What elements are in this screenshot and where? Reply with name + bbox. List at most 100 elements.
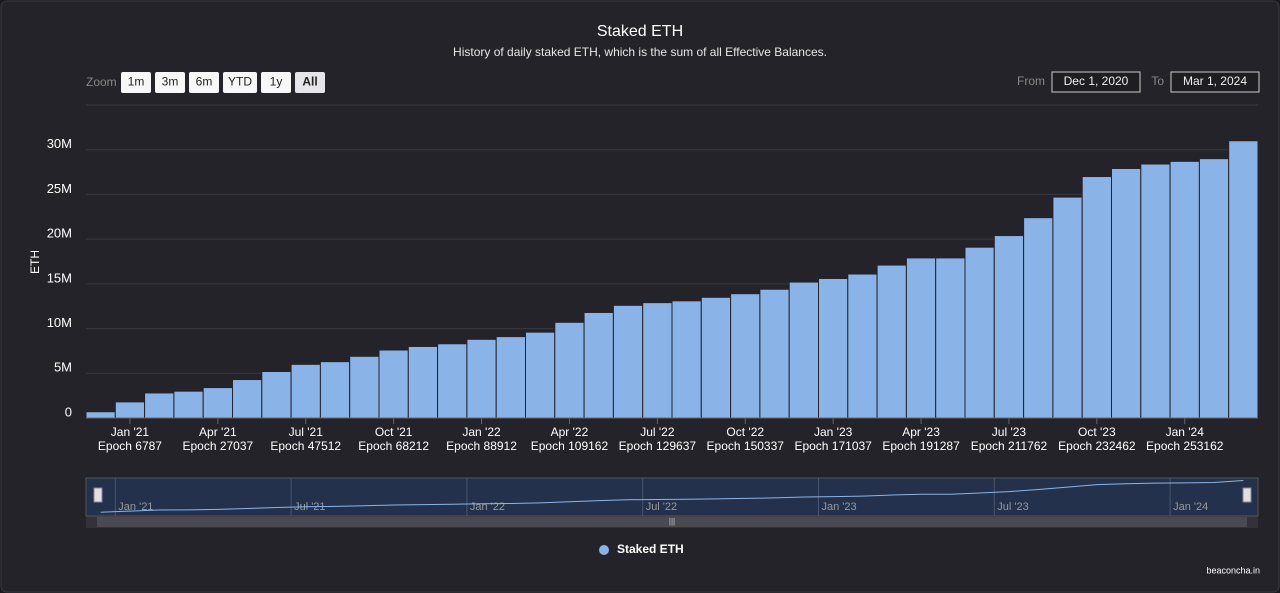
bar bbox=[437, 343, 468, 419]
bar bbox=[1052, 196, 1083, 419]
navigator-line bbox=[100, 479, 1244, 513]
bar bbox=[642, 302, 673, 419]
y-tick-label: 30M bbox=[47, 136, 72, 151]
zoom-button-label[interactable]: 3m bbox=[162, 75, 179, 89]
zoom-button-label[interactable]: 6m bbox=[196, 75, 213, 89]
bar bbox=[261, 370, 292, 419]
bar bbox=[202, 387, 233, 419]
y-tick-label: 15M bbox=[47, 270, 72, 285]
y-tick-label: 25M bbox=[47, 181, 72, 196]
x-tick-sublabel: Epoch 191287 bbox=[882, 439, 960, 453]
bar bbox=[144, 392, 175, 419]
zoom-button-label[interactable]: YTD bbox=[228, 75, 252, 89]
x-tick-sublabel: Epoch 211762 bbox=[971, 439, 1048, 453]
bar bbox=[173, 390, 204, 419]
x-tick-label: Jan '24 bbox=[1166, 425, 1205, 439]
scrollbar-thumb[interactable] bbox=[97, 517, 1247, 527]
zoom-button-label[interactable]: 1m bbox=[128, 75, 145, 89]
x-tick-label: Jul '23 bbox=[992, 425, 1027, 439]
x-tick-sublabel: Epoch 253162 bbox=[1146, 439, 1224, 453]
bar bbox=[905, 257, 937, 419]
x-tick-sublabel: Epoch 232462 bbox=[1058, 439, 1136, 453]
y-axis-title: ETH bbox=[28, 250, 42, 274]
bar bbox=[759, 288, 790, 419]
x-tick-label: Apr '21 bbox=[199, 425, 237, 439]
y-tick-label: 20M bbox=[47, 226, 72, 241]
x-tick-label: Apr '22 bbox=[551, 425, 589, 439]
navigator-label: Jan '24 bbox=[1173, 501, 1208, 513]
to-input[interactable] bbox=[1170, 71, 1260, 93]
x-tick-sublabel: Epoch 88912 bbox=[446, 439, 517, 453]
x-tick-sublabel: Epoch 68212 bbox=[358, 439, 429, 453]
zoom-button[interactable] bbox=[295, 72, 325, 93]
x-tick-label: Apr '23 bbox=[902, 425, 940, 439]
bar bbox=[964, 246, 995, 419]
credit: beaconcha.in bbox=[1206, 565, 1260, 575]
bar bbox=[876, 264, 907, 419]
bar bbox=[85, 411, 116, 419]
bar bbox=[935, 257, 966, 419]
x-tick-label: Oct '21 bbox=[375, 425, 413, 439]
bar bbox=[993, 235, 1025, 419]
zoom-button[interactable] bbox=[189, 72, 219, 93]
bar bbox=[466, 338, 497, 419]
x-tick-label: Jan '22 bbox=[462, 425, 501, 439]
to-label: To bbox=[1151, 74, 1164, 88]
y-tick-label: 10M bbox=[47, 315, 72, 330]
x-tick-sublabel: Epoch 6787 bbox=[98, 439, 162, 453]
x-tick-label: Jul '22 bbox=[640, 425, 675, 439]
bar bbox=[730, 293, 761, 419]
chart-title: Staked ETH bbox=[597, 23, 683, 40]
bar bbox=[495, 336, 527, 419]
from-label: From bbox=[1017, 74, 1045, 88]
bar bbox=[554, 321, 585, 419]
bar bbox=[818, 277, 849, 419]
x-tick-label: Jan '23 bbox=[814, 425, 853, 439]
navigator-mask bbox=[86, 478, 1258, 516]
bar bbox=[1081, 176, 1112, 419]
zoom-button-label[interactable]: All bbox=[302, 75, 317, 89]
bar bbox=[1140, 163, 1171, 419]
x-tick-sublabel: Epoch 27037 bbox=[182, 439, 253, 453]
zoom-button-label[interactable]: 1y bbox=[270, 75, 283, 89]
navigator-label: Jan '21 bbox=[118, 501, 153, 513]
zoom-button[interactable] bbox=[121, 72, 151, 93]
navigator-frame bbox=[85, 477, 1259, 517]
x-tick-label: Oct '22 bbox=[726, 425, 764, 439]
bar bbox=[290, 363, 321, 419]
x-tick-sublabel: Epoch 171037 bbox=[794, 439, 872, 453]
bar bbox=[349, 355, 380, 419]
from-value[interactable]: Dec 1, 2020 bbox=[1064, 74, 1129, 88]
bar bbox=[1198, 158, 1230, 419]
bar bbox=[232, 379, 263, 419]
navigator-label: Jul '23 bbox=[997, 501, 1028, 513]
navigator-handle[interactable] bbox=[1242, 487, 1252, 503]
navigator-label: Jan '22 bbox=[470, 501, 505, 513]
x-tick-sublabel: Epoch 129637 bbox=[619, 439, 697, 453]
zoom-button[interactable] bbox=[261, 72, 291, 93]
bar bbox=[1228, 140, 1259, 419]
zoom-button[interactable] bbox=[155, 72, 185, 93]
y-tick-label: 0 bbox=[65, 404, 72, 419]
navigator-label: Jul '22 bbox=[646, 501, 677, 513]
from-input[interactable] bbox=[1051, 71, 1141, 93]
zoom-label: Zoom bbox=[86, 75, 117, 89]
to-value[interactable]: Mar 1, 2024 bbox=[1183, 74, 1247, 88]
navigator-handle[interactable] bbox=[93, 487, 103, 503]
x-tick-sublabel: Epoch 150337 bbox=[707, 439, 785, 453]
legend-symbol[interactable] bbox=[599, 545, 609, 555]
bar bbox=[583, 311, 614, 419]
legend-label[interactable]: Staked ETH bbox=[617, 542, 684, 556]
chart-subtitle: History of daily staked ETH, which is th… bbox=[453, 45, 827, 59]
bar bbox=[407, 345, 439, 419]
bar bbox=[612, 304, 644, 419]
bar bbox=[1169, 160, 1200, 419]
bar bbox=[525, 331, 556, 419]
zoom-button[interactable] bbox=[223, 72, 257, 93]
bar bbox=[671, 300, 702, 419]
bar bbox=[319, 361, 351, 419]
bar bbox=[1111, 167, 1142, 419]
scrollbar-grip[interactable]: ||| bbox=[669, 517, 675, 526]
